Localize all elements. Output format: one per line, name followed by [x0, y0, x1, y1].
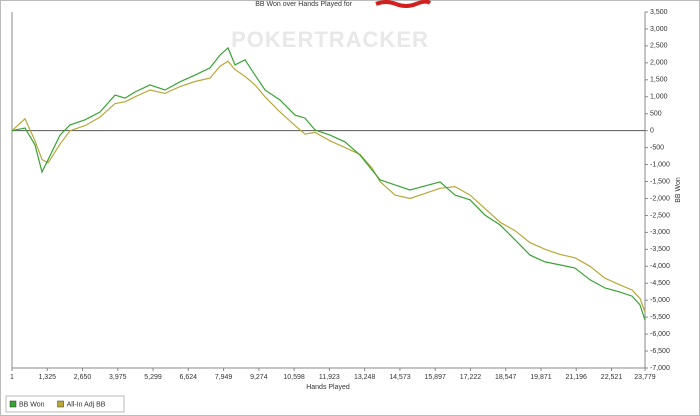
- y-tick-label: -5,500: [650, 314, 670, 321]
- x-tick-label: 10,598: [283, 374, 305, 381]
- x-tick-label: 11,923: [319, 374, 340, 381]
- y-tick-label: -3,000: [650, 229, 670, 236]
- x-tick-label: 7,949: [215, 374, 233, 381]
- redaction: [375, 0, 432, 8]
- x-tick-label: 5,299: [144, 374, 162, 381]
- y-tick-label: -3,500: [650, 246, 670, 253]
- chart-title: BB Won over Hands Played for: [255, 1, 352, 8]
- y-tick-label: 500: [650, 111, 662, 118]
- y-tick-label: 2,500: [650, 43, 668, 50]
- y-tick-label: -2,500: [650, 212, 670, 219]
- legend-label: All-In Adj BB: [67, 401, 106, 408]
- x-tick-label: 13,248: [354, 374, 376, 381]
- y-tick-label: -1,000: [650, 161, 670, 168]
- y-tick-label: 3,500: [650, 9, 668, 16]
- legend-swatch: [57, 400, 64, 408]
- y-tick-label: -4,000: [650, 263, 670, 270]
- y-tick-label: 0: [650, 128, 654, 135]
- y-tick-label: 2,000: [650, 60, 668, 67]
- y-axis-label: BB Won: [675, 177, 682, 203]
- y-tick-label: -500: [650, 144, 664, 151]
- y-tick-label: -1,500: [650, 178, 670, 185]
- legend-swatch: [9, 400, 17, 408]
- x-tick-label: 2,650: [74, 374, 92, 381]
- x-tick-label: 6,624: [180, 374, 198, 381]
- y-tick-label: -2,000: [650, 195, 670, 202]
- legend: [5, 395, 125, 413]
- x-tick-label: 14,573: [389, 374, 411, 381]
- x-tick-label: 1,325: [38, 374, 56, 381]
- series-line: [11, 46, 646, 321]
- y-tick-label: -4,500: [650, 280, 670, 287]
- y-tick-label: 3,000: [650, 26, 668, 33]
- y-tick-label: 1,500: [650, 77, 668, 84]
- y-tick-label: -7,000: [650, 365, 670, 372]
- y-tick-label: -5,000: [650, 297, 670, 304]
- x-tick-label: 22,521: [601, 374, 623, 381]
- x-axis-label: Hands Played: [306, 384, 350, 391]
- x-tick-label: 21,196: [566, 374, 588, 381]
- series-line: [11, 60, 646, 313]
- x-tick-label: 18,547: [495, 374, 517, 381]
- x-tick-label: 15,897: [424, 374, 446, 381]
- y-tick-label: 1,000: [650, 94, 668, 101]
- y-tick-label: -6,000: [650, 331, 670, 338]
- legend-label: BB Won: [19, 401, 45, 408]
- x-tick-label: 23,779: [634, 374, 656, 381]
- watermark: POKERTRACKER: [231, 27, 429, 52]
- x-tick-label: 3,975: [109, 374, 127, 381]
- y-tick-label: -6,500: [650, 348, 670, 355]
- x-tick-label: 19,871: [530, 374, 552, 381]
- x-tick-label: 17,222: [460, 374, 482, 381]
- x-tick-label: 1: [10, 374, 14, 381]
- x-tick-label: 9,274: [250, 374, 268, 381]
